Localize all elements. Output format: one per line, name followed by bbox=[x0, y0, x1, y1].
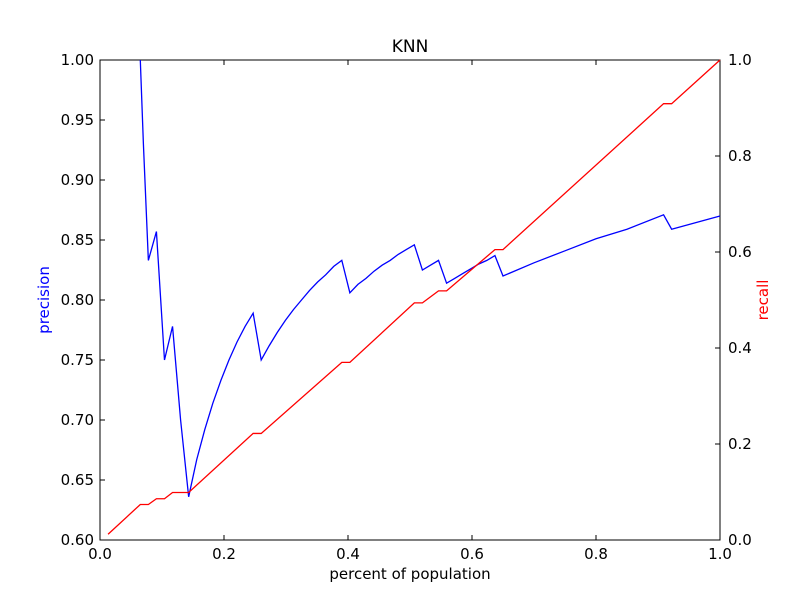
y-right-tick-label: 0.6 bbox=[728, 243, 752, 261]
x-tick-label: 0.8 bbox=[584, 545, 608, 563]
axis-ticks: 0.0 0.2 0.4 0.6 0.8 1.0 0.60 0.65 0.70 0.75 0.80 0.… bbox=[61, 51, 752, 563]
x-tick-label: 0.6 bbox=[460, 545, 484, 563]
series-lines bbox=[107, 59, 721, 535]
chart-title: KNN bbox=[392, 37, 429, 57]
y-right-tick-label: 0.2 bbox=[728, 435, 752, 453]
y-left-tick-label: 0.95 bbox=[61, 111, 94, 129]
y-left-tick-label: 0.60 bbox=[61, 531, 94, 549]
x-tick-label: 0.2 bbox=[212, 545, 236, 563]
y-axis-label-left: precision bbox=[35, 266, 53, 334]
x-tick-label: 0.0 bbox=[88, 545, 112, 563]
y-right-tick-label: 0.8 bbox=[728, 147, 752, 165]
x-axis-label: percent of population bbox=[329, 565, 490, 583]
y-right-tick-label: 0.4 bbox=[728, 339, 752, 357]
y-left-tick-label: 0.75 bbox=[61, 351, 94, 369]
y-left-tick-label: 1.00 bbox=[61, 51, 94, 69]
y-right-tick-label: 0.0 bbox=[728, 531, 752, 549]
x-tick-label: 1.0 bbox=[708, 545, 732, 563]
recall-line bbox=[107, 59, 721, 535]
y-left-tick-label: 0.85 bbox=[61, 231, 94, 249]
y-left-tick-label: 0.70 bbox=[61, 411, 94, 429]
y-left-tick-label: 0.80 bbox=[61, 291, 94, 309]
x-tick-label: 0.4 bbox=[336, 545, 360, 563]
plot-frame bbox=[99, 59, 721, 541]
y-axis-label-right: recall bbox=[754, 280, 772, 321]
precision-line bbox=[139, 59, 721, 497]
y-left-tick-label: 0.65 bbox=[61, 471, 94, 489]
y-right-tick-label: 1.0 bbox=[728, 51, 752, 69]
y-left-tick-label: 0.90 bbox=[61, 171, 94, 189]
